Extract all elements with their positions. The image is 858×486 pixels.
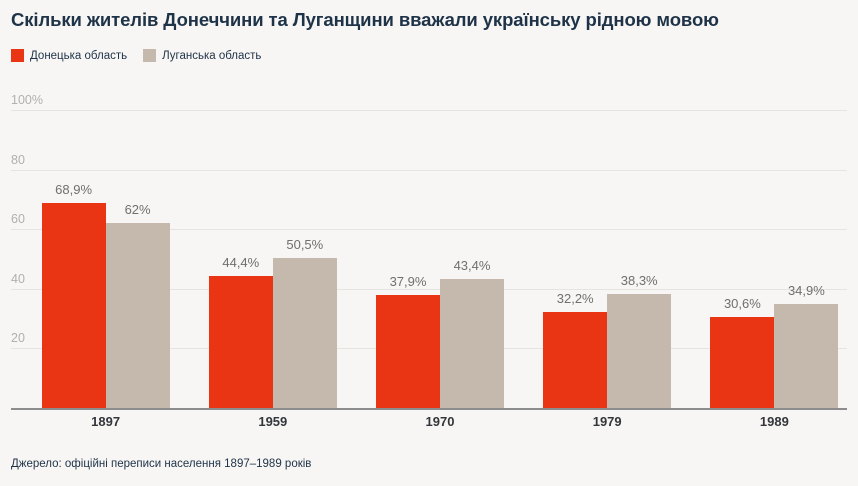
- x-axis-tick-label: 1897: [91, 414, 121, 429]
- bar[interactable]: [440, 278, 504, 408]
- legend-swatch-luhansk: [143, 49, 157, 62]
- x-axis-line: [11, 408, 847, 410]
- bar-value-label: 30,6%: [723, 295, 761, 311]
- bar-value-label: 43,4%: [453, 257, 491, 273]
- bar[interactable]: [376, 295, 440, 408]
- chart-title: Скільки жителів Донеччини та Луганщини в…: [11, 9, 719, 30]
- x-axis-tick-label: 1970: [425, 414, 455, 429]
- chart-legend: Донецька область Луганська область: [11, 49, 261, 62]
- bar[interactable]: [607, 293, 672, 408]
- bar[interactable]: [710, 316, 775, 408]
- y-axis-tick-label: 60: [11, 212, 25, 227]
- x-axis-tick-label: 1959: [258, 414, 288, 429]
- bar-value-label: 34,9%: [787, 282, 825, 298]
- chart-source-note: Джерело: офіційні переписи населення 189…: [11, 458, 312, 470]
- bar[interactable]: [41, 202, 106, 408]
- legend-swatch-donetsk: [11, 49, 24, 62]
- bar-value-label: 32,2%: [556, 291, 594, 307]
- gridline: [11, 229, 847, 231]
- gridline: [11, 110, 847, 111]
- bar-value-label: 44,4%: [222, 254, 260, 270]
- y-axis-tick-label: 80: [11, 152, 25, 167]
- legend-item-luhansk[interactable]: Луганська область: [143, 49, 261, 62]
- legend-label-luhansk: Луганська область: [162, 49, 262, 62]
- y-axis-tick-label: 40: [11, 271, 25, 286]
- y-axis-tick-label: 20: [11, 331, 25, 346]
- x-axis-tick-label: 1989: [759, 414, 789, 429]
- bar-value-label: 38,3%: [620, 272, 658, 288]
- bar-value-label: 68,9%: [55, 181, 93, 197]
- gridline: [11, 169, 847, 171]
- bar[interactable]: [272, 257, 337, 408]
- y-axis-tick-label: 100%: [11, 93, 43, 107]
- bar[interactable]: [774, 304, 839, 408]
- bar-value-label: 62%: [124, 202, 151, 218]
- bar[interactable]: [208, 275, 273, 408]
- legend-item-donetsk[interactable]: Донецька область: [11, 49, 127, 62]
- bar-value-label: 37,9%: [389, 274, 427, 290]
- gridline: [11, 288, 847, 290]
- bar[interactable]: [543, 312, 608, 408]
- legend-label-donetsk: Донецька область: [30, 49, 128, 62]
- bar-value-label: 50,5%: [286, 236, 324, 252]
- bar[interactable]: [105, 223, 170, 408]
- x-axis-tick-label: 1979: [592, 414, 622, 429]
